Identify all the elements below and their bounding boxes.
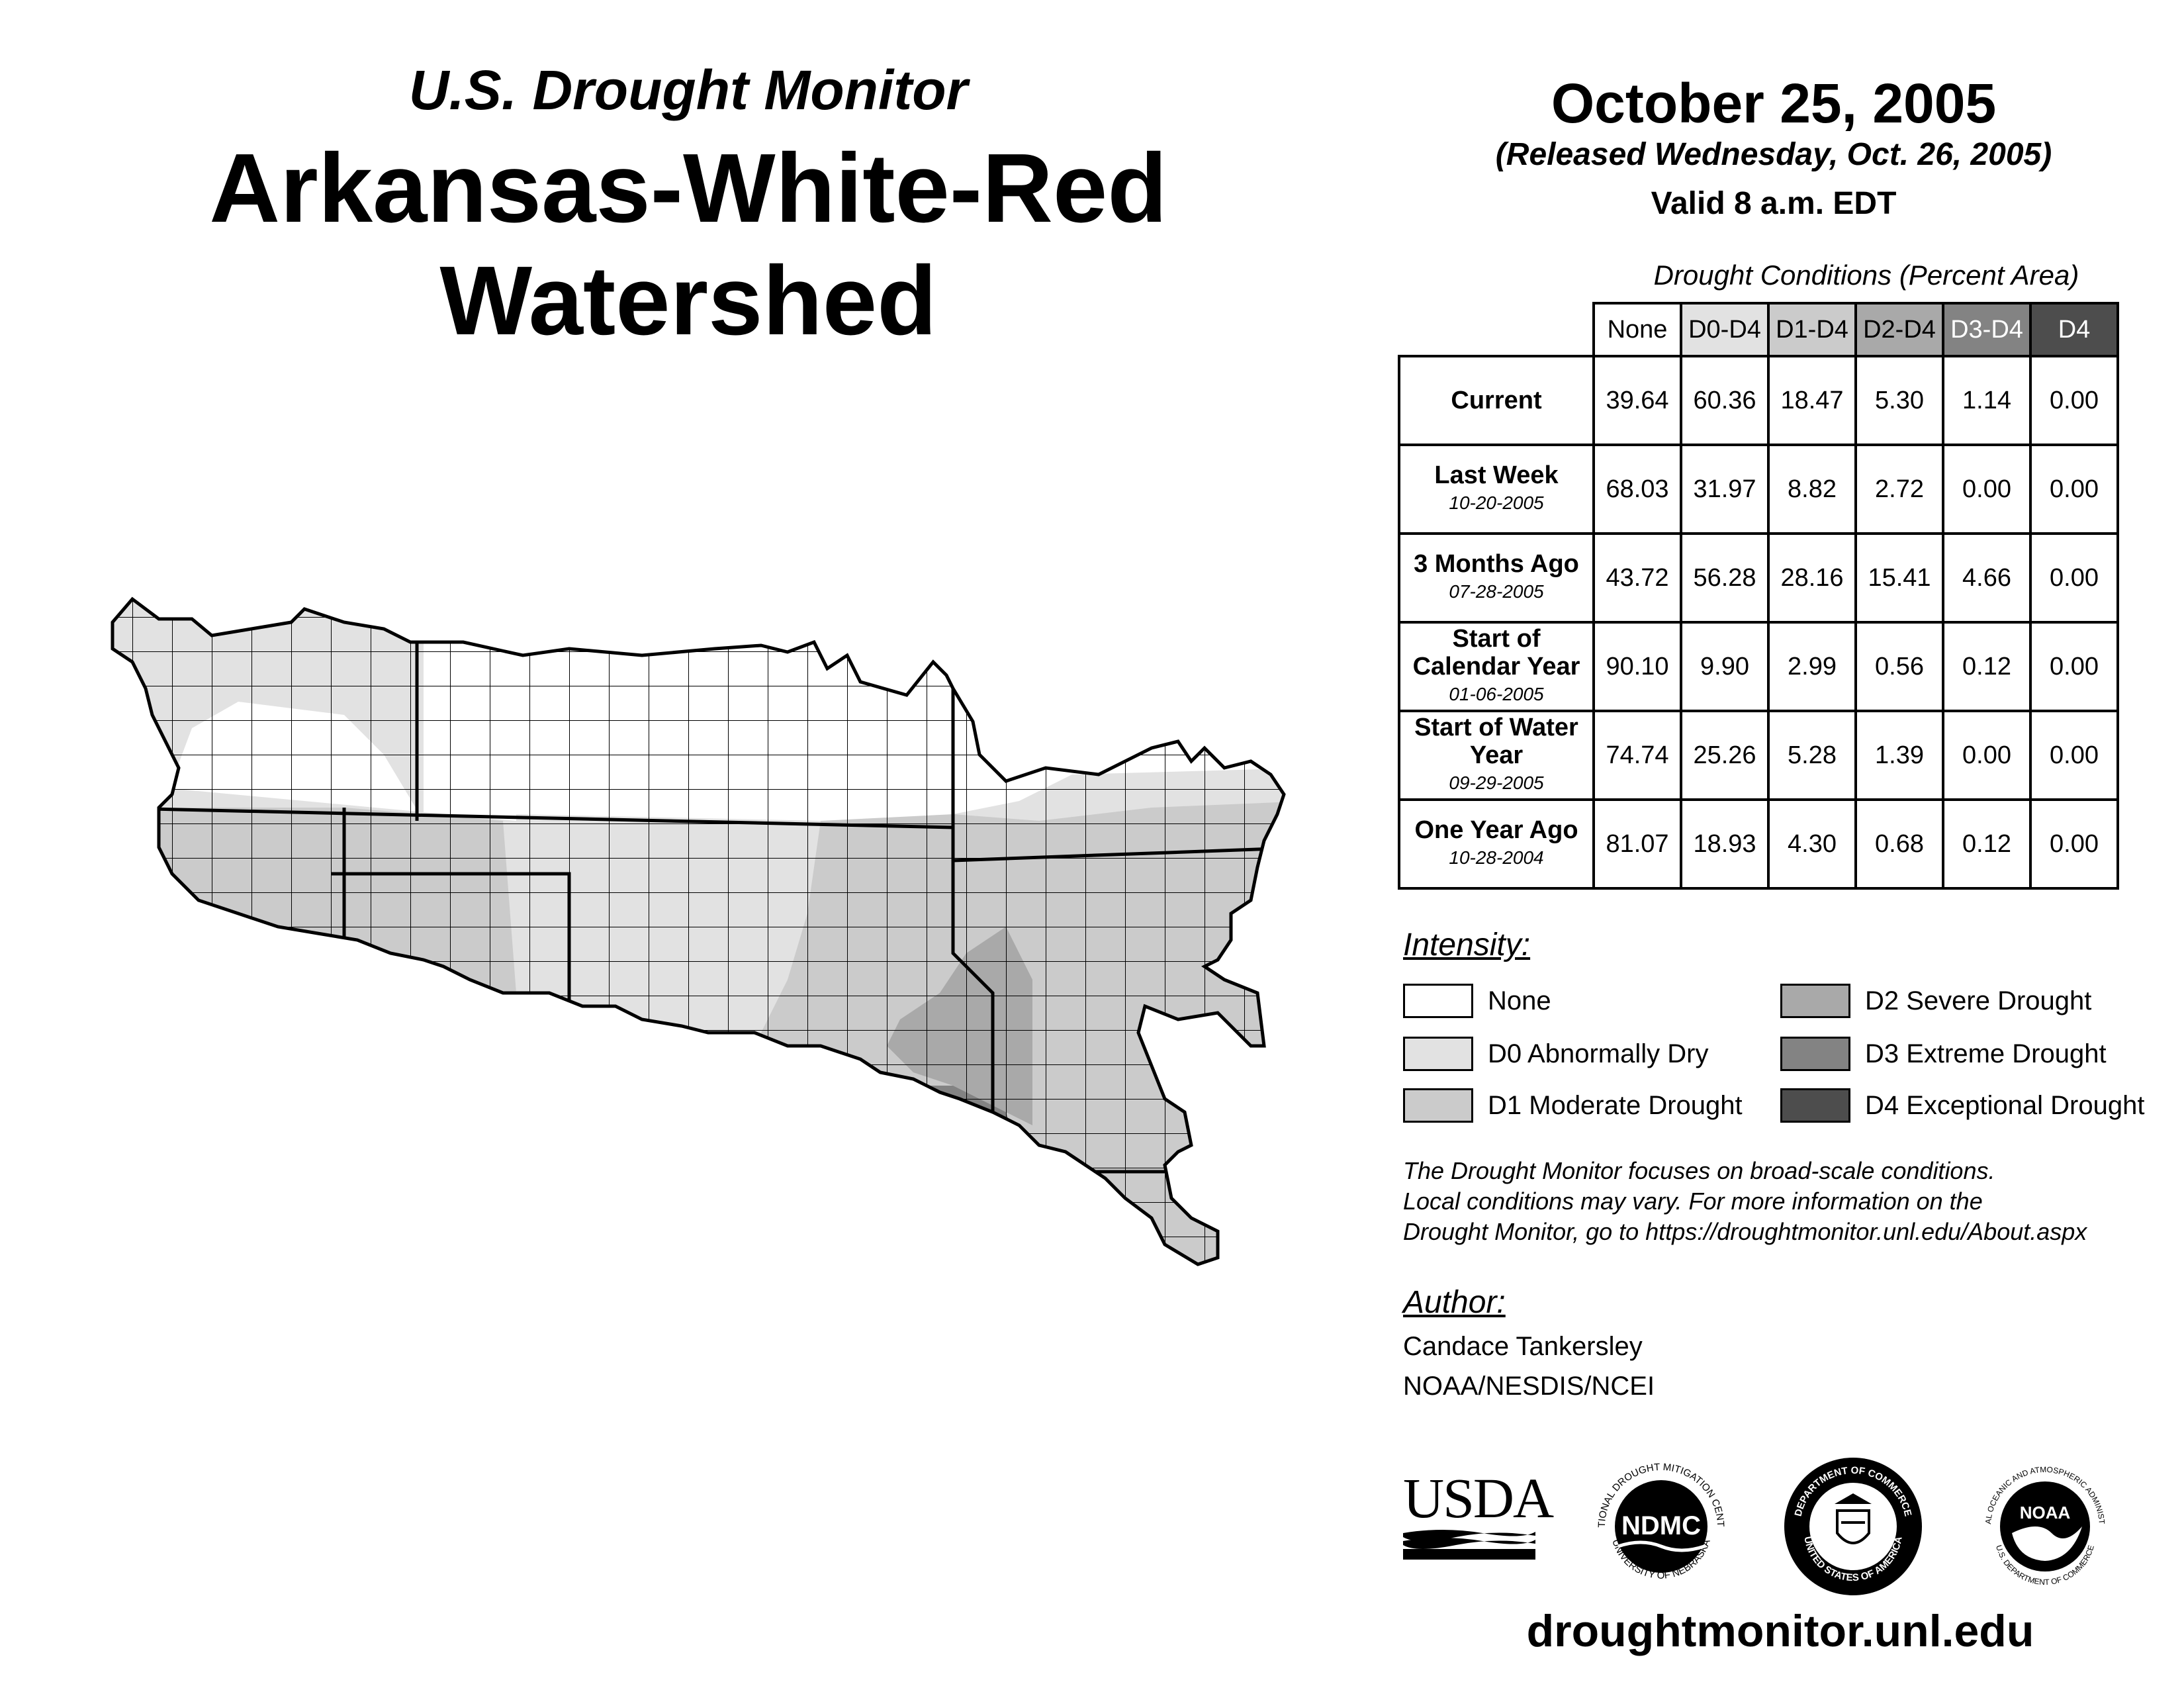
table-cell: 28.16 [1767, 532, 1857, 624]
author-name: Candace Tankersley [1403, 1332, 1643, 1361]
legend-label: D1 Moderate Drought [1488, 1091, 1743, 1120]
table-cell: 0.00 [2029, 532, 2119, 624]
release-date: (Released Wednesday, Oct. 26, 2005) [1495, 137, 2052, 172]
table-cell: 43.72 [1592, 532, 1682, 624]
table-cell: 18.47 [1767, 355, 1857, 446]
author-org: NOAA/NESDIS/NCEI [1403, 1372, 1655, 1401]
row-label: Current [1398, 355, 1595, 446]
column-header: D1-D4 [1767, 302, 1857, 357]
table-cell: 9.90 [1680, 621, 1770, 712]
table-cell: 31.97 [1680, 444, 1770, 535]
table-cell: 1.39 [1854, 710, 1944, 801]
usda-logo: USDA [1403, 1470, 1554, 1562]
page-title: Arkansas-White-Red Watershed [209, 134, 1167, 355]
legend-swatch-none [1403, 984, 1473, 1018]
table-row: Current 39.64 60.36 18.47 5.30 1.14 0.00 [1398, 355, 2119, 446]
table-cell: 39.64 [1592, 355, 1682, 446]
footer-url[interactable]: droughtmonitor.unl.edu [1526, 1606, 2034, 1656]
table-header-row: None D0-D4 D1-D4 D2-D4 D3-D4 D4 [1399, 302, 2119, 357]
ndmc-seal-icon: NATIONAL DROUGHT MITIGATION CENTER UNIVE… [1585, 1445, 1727, 1581]
legend-label: D4 Exceptional Drought [1865, 1091, 2145, 1120]
table-cell: 0.12 [1942, 621, 2032, 712]
table-cell: 0.00 [2029, 621, 2119, 712]
author-heading: Author: [1403, 1285, 1506, 1320]
row-label: 3 Months Ago 07-28-2005 [1398, 532, 1595, 624]
table-cell: 90.10 [1592, 621, 1682, 712]
table-cell: 0.12 [1942, 798, 2032, 890]
table-cell: 0.00 [2029, 798, 2119, 890]
column-header: D4 [2029, 302, 2119, 357]
table-row: Start of Water Year 09-29-2005 74.74 25.2… [1398, 710, 2119, 801]
table-cell: 0.00 [2029, 444, 2119, 535]
table-cell: 0.68 [1854, 798, 1944, 890]
valid-time: Valid 8 a.m. EDT [1651, 186, 1897, 221]
table-cell: 68.03 [1592, 444, 1682, 535]
table-cell: 5.30 [1854, 355, 1944, 446]
legend-swatch-d2 [1780, 984, 1850, 1018]
commerce-logo: DEPARTMENT OF COMMERCE UNITED STATES OF … [1780, 1454, 1926, 1599]
ndmc-logo: NATIONAL DROUGHT MITIGATION CENTER UNIVE… [1585, 1445, 1734, 1599]
table-cell: 2.99 [1767, 621, 1857, 712]
table-cell: 2.72 [1854, 444, 1944, 535]
legend-label: D3 Extreme Drought [1865, 1039, 2107, 1068]
table-cell: 0.00 [1942, 444, 2032, 535]
legend-title: Intensity: [1403, 927, 1531, 962]
legend-swatch-d1 [1403, 1088, 1473, 1123]
table-cell: 0.00 [2029, 355, 2119, 446]
table-cell: 15.41 [1854, 532, 1944, 624]
legend-swatch-d4 [1780, 1088, 1850, 1123]
table-caption: Drought Conditions (Percent Area) [1653, 259, 2079, 291]
row-label: Last Week 10-20-2005 [1398, 444, 1595, 535]
svg-text:NOAA: NOAA [2020, 1503, 2071, 1523]
legend-label: D2 Severe Drought [1865, 986, 2092, 1015]
table-row: Start of Calendar Year 01-06-2005 90.10 9… [1398, 621, 2119, 712]
row-label: Start of Calendar Year 01-06-2005 [1398, 621, 1595, 712]
table-cell: 4.30 [1767, 798, 1857, 890]
column-header: D2-D4 [1854, 302, 1944, 357]
table-row: 3 Months Ago 07-28-2005 43.72 56.28 28.16… [1398, 532, 2119, 624]
table-cell: 25.26 [1680, 710, 1770, 801]
row-label: One Year Ago 10-28-2004 [1398, 798, 1595, 890]
noaa-logo: NATIONAL OCEANIC AND ATMOSPHERIC ADMINIS… [1969, 1446, 2118, 1599]
table-cell: 4.66 [1942, 532, 2032, 624]
noaa-seal-icon: NATIONAL OCEANIC AND ATMOSPHERIC ADMINIS… [1969, 1446, 2107, 1587]
table-cell: 1.14 [1942, 355, 2032, 446]
table-cell: 81.07 [1592, 798, 1682, 890]
column-header: None [1592, 302, 1682, 357]
table-row: Last Week 10-20-2005 68.03 31.97 8.82 2.7… [1398, 444, 2119, 535]
legend-swatch-d0 [1403, 1037, 1473, 1071]
table-cell: 0.56 [1854, 621, 1944, 712]
table-cell: 56.28 [1680, 532, 1770, 624]
disclaimer-note: The Drought Monitor focuses on broad-sca… [1403, 1157, 2087, 1245]
table-cell: 60.36 [1680, 355, 1770, 446]
map-date: October 25, 2005 [1551, 72, 1997, 134]
table-cell: 18.93 [1680, 798, 1770, 890]
commerce-seal-icon: DEPARTMENT OF COMMERCE UNITED STATES OF … [1784, 1458, 1922, 1595]
column-header: D0-D4 [1680, 302, 1770, 357]
legend-label: None [1488, 986, 1551, 1015]
legend-swatch-d3 [1780, 1037, 1850, 1071]
table-cell: 0.00 [1942, 710, 2032, 801]
row-label: Start of Water Year 09-29-2005 [1398, 710, 1595, 801]
table-row: One Year Ago 10-28-2004 81.07 18.93 4.30 … [1398, 798, 2119, 890]
table-cell: 0.00 [2029, 710, 2119, 801]
table-cell: 74.74 [1592, 710, 1682, 801]
legend-label: D0 Abnormally Dry [1488, 1039, 1709, 1068]
watershed-map [93, 583, 1310, 1344]
table-cell: 8.82 [1767, 444, 1857, 535]
subtitle: U.S. Drought Monitor [408, 59, 968, 121]
drought-conditions-table: None D0-D4 D1-D4 D2-D4 D3-D4 D4 Current … [1398, 302, 2119, 890]
table-cell: 5.28 [1767, 710, 1857, 801]
column-header: D3-D4 [1942, 302, 2032, 357]
svg-text:NDMC: NDMC [1621, 1511, 1701, 1540]
usda-hills-icon [1403, 1530, 1535, 1560]
